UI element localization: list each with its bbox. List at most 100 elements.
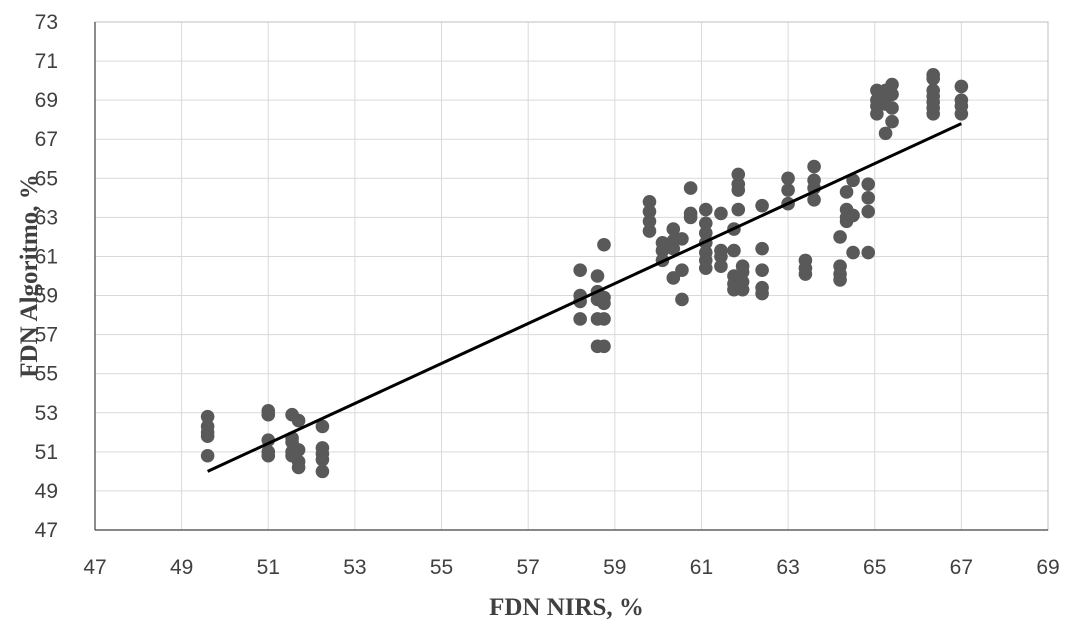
data-point — [926, 107, 941, 121]
data-point — [666, 271, 681, 285]
data-point — [597, 296, 611, 311]
data-point — [597, 339, 611, 354]
data-point — [291, 460, 306, 475]
data-point — [597, 237, 611, 252]
tick-labels: 47 49 51 53 55 57 59 61 63 65 67 69 47 49 51 53 55 57 59 61… — [35, 11, 1060, 579]
y-tick-label: 65 — [35, 167, 58, 190]
data-point — [666, 241, 681, 256]
data-point — [200, 429, 215, 444]
data-point — [642, 224, 657, 238]
x-tick-label: 51 — [257, 556, 280, 579]
data-point — [781, 183, 795, 197]
data-point — [833, 273, 847, 287]
data-point — [655, 243, 670, 258]
y-tick-label: 73 — [35, 11, 58, 34]
x-tick-label: 57 — [517, 556, 540, 579]
data-point — [735, 265, 750, 279]
y-tick-label: 55 — [35, 363, 58, 386]
data-point — [926, 71, 941, 86]
data-point — [731, 183, 746, 197]
data-point — [798, 267, 813, 281]
data-point — [861, 177, 876, 191]
x-tick-label: 69 — [1036, 556, 1059, 579]
x-tick-label: 61 — [690, 556, 713, 579]
data-point — [954, 79, 969, 94]
data-points — [200, 67, 969, 479]
data-point — [315, 464, 330, 479]
y-tick-label: 61 — [35, 245, 58, 268]
x-tick-label: 47 — [83, 556, 106, 579]
data-point — [261, 448, 276, 463]
y-tick-label: 47 — [35, 519, 58, 542]
x-tick-label: 59 — [603, 556, 626, 579]
data-point — [261, 407, 276, 422]
y-tick-label: 51 — [35, 441, 58, 464]
y-tick-label: 49 — [35, 480, 58, 503]
data-point — [573, 312, 587, 326]
data-point — [642, 214, 657, 229]
x-axis-title: FDN NIRS, % — [489, 594, 644, 621]
data-point — [839, 185, 854, 199]
data-point — [731, 202, 746, 217]
data-point — [878, 126, 893, 141]
data-point — [683, 181, 698, 195]
data-point — [675, 292, 689, 307]
data-point — [885, 77, 899, 92]
grid — [95, 21, 1049, 530]
data-point — [573, 263, 587, 277]
data-point — [870, 107, 884, 121]
data-point — [698, 202, 713, 217]
plot-area — [94, 21, 1049, 531]
y-tick-label: 67 — [35, 128, 58, 151]
y-tick-label: 71 — [35, 50, 58, 73]
data-point — [714, 259, 728, 274]
data-point — [642, 194, 657, 209]
axes — [94, 22, 1048, 531]
data-point — [698, 216, 713, 231]
y-tick-label: 59 — [35, 285, 58, 308]
data-point — [846, 245, 860, 260]
data-point — [666, 222, 681, 236]
y-tick-label: 63 — [35, 206, 58, 229]
y-tick-label: 53 — [35, 402, 58, 425]
data-point — [291, 413, 306, 428]
data-point — [714, 249, 728, 264]
data-point — [597, 312, 611, 326]
data-point — [846, 208, 860, 223]
data-point — [675, 263, 689, 277]
data-point — [731, 167, 746, 182]
x-tick-label: 53 — [343, 556, 366, 579]
data-point — [698, 261, 713, 275]
x-tick-label: 49 — [170, 556, 193, 579]
y-axis-title: FDN Algoritmo, % — [16, 174, 43, 377]
x-tick-label: 65 — [863, 556, 886, 579]
data-point — [200, 409, 215, 424]
data-point — [698, 226, 713, 240]
data-point — [315, 419, 330, 434]
trendline — [206, 122, 962, 473]
data-point — [291, 443, 306, 457]
y-tick-label: 57 — [35, 324, 58, 347]
y-tick-label: 69 — [35, 89, 58, 112]
data-point — [755, 263, 769, 277]
data-point — [755, 286, 769, 301]
x-tick-label: 55 — [430, 556, 453, 579]
data-point — [714, 206, 728, 221]
data-point — [642, 204, 657, 219]
data-point — [861, 204, 876, 219]
x-tick-label: 67 — [950, 556, 973, 579]
data-point — [590, 269, 605, 283]
data-point — [200, 448, 215, 463]
data-point — [833, 230, 847, 244]
data-point — [807, 193, 821, 207]
data-point — [315, 452, 330, 467]
data-point — [861, 245, 876, 260]
data-point — [807, 159, 821, 174]
data-point — [781, 171, 795, 186]
data-point — [885, 101, 899, 115]
data-point — [683, 210, 698, 225]
data-point — [727, 243, 741, 258]
data-point — [755, 198, 769, 213]
data-point — [885, 114, 899, 129]
